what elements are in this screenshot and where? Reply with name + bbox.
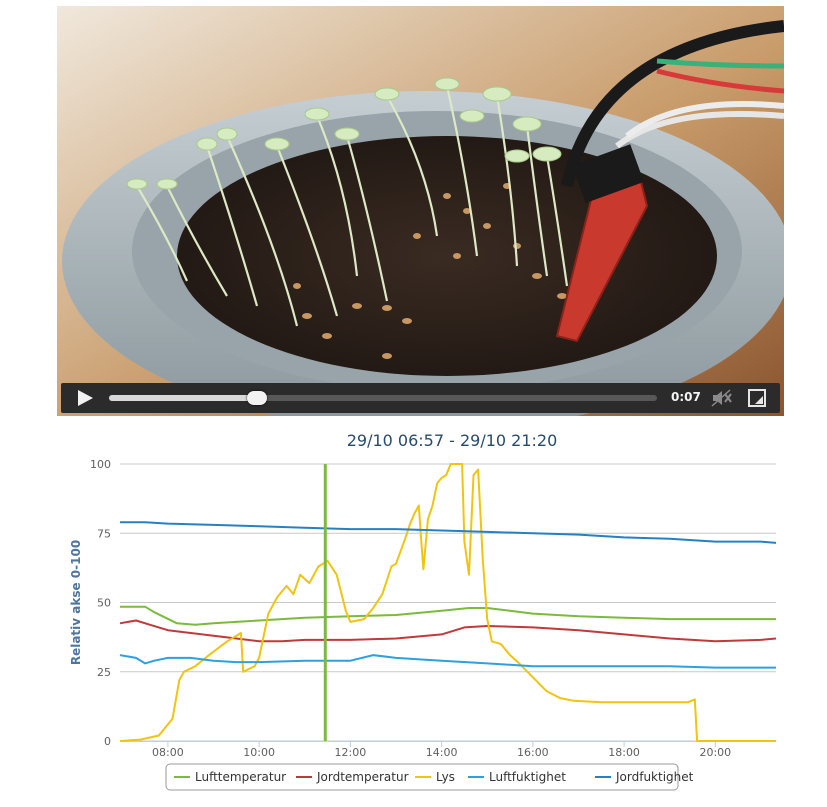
video-frame bbox=[57, 6, 784, 416]
x-tick-label: 10:00 bbox=[243, 746, 275, 759]
seek-progress bbox=[109, 395, 257, 401]
x-tick-label: 20:00 bbox=[699, 746, 731, 759]
y-tick-label: 75 bbox=[97, 527, 111, 540]
series-line-luftfuktighet[interactable] bbox=[119, 654, 776, 669]
seek-thumb[interactable] bbox=[246, 391, 267, 405]
sensor-chart: 29/10 06:57 - 29/10 21:20 0 25 50 75 100 08:00… bbox=[0, 420, 827, 807]
y-tick-label: 25 bbox=[97, 666, 111, 679]
legend-item-luftfuktighet[interactable]: Luftfuktighet bbox=[489, 770, 566, 784]
y-tick-label: 100 bbox=[90, 458, 111, 471]
series-line-lufttemperatur[interactable] bbox=[120, 605, 776, 626]
video-player[interactable]: 0:07 bbox=[57, 6, 784, 416]
x-tick-label: 16:00 bbox=[517, 746, 549, 759]
video-controls: 0:07 bbox=[61, 383, 780, 413]
speaker-muted-icon[interactable] bbox=[711, 388, 733, 408]
chart-canvas: 29/10 06:57 - 29/10 21:20 0 25 50 75 100 08:00… bbox=[69, 431, 777, 791]
x-tick-label: 18:00 bbox=[608, 746, 640, 759]
x-tick-label: 08:00 bbox=[152, 746, 184, 759]
legend-item-jordtemperatur[interactable]: Jordtemperatur bbox=[316, 770, 409, 784]
legend-item-jordfuktighet[interactable]: Jordfuktighet bbox=[615, 770, 694, 784]
fullscreen-icon[interactable] bbox=[747, 388, 767, 408]
chart-title: 29/10 06:57 - 29/10 21:20 bbox=[347, 431, 558, 450]
seek-bar[interactable] bbox=[109, 391, 657, 405]
series-line-jordfuktighet[interactable] bbox=[120, 521, 777, 544]
series-line-jordtemperatur[interactable] bbox=[119, 619, 777, 643]
time-readout: 0:07 bbox=[671, 390, 701, 404]
x-tick-label: 12:00 bbox=[335, 746, 367, 759]
series-line-lys[interactable] bbox=[119, 463, 776, 742]
legend-item-lufttemperatur[interactable]: Lufttemperatur bbox=[195, 770, 286, 784]
play-icon[interactable] bbox=[75, 389, 95, 407]
x-tick-label: 14:00 bbox=[426, 746, 458, 759]
legend-item-lys[interactable]: Lys bbox=[436, 770, 455, 784]
y-tick-label: 50 bbox=[97, 597, 111, 610]
y-axis-label: Relativ akse 0-100 bbox=[69, 540, 83, 665]
y-tick-label: 0 bbox=[104, 735, 111, 748]
